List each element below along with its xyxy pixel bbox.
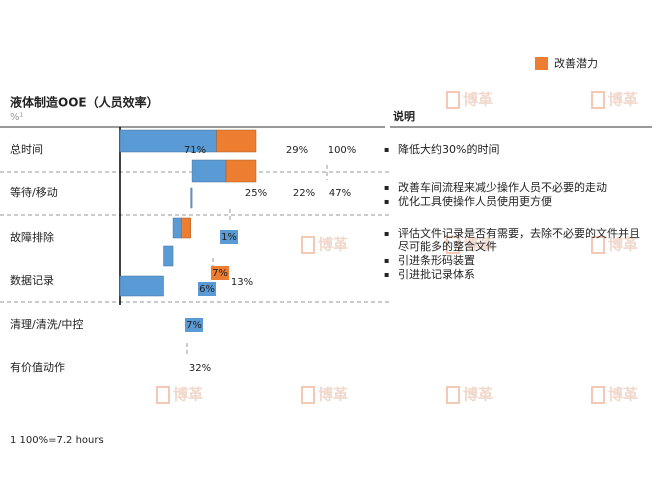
bar xyxy=(216,129,257,153)
bar xyxy=(191,159,227,183)
bar xyxy=(172,217,182,239)
category-label: 等待/移动 xyxy=(10,185,58,199)
watermark-icon xyxy=(591,386,605,404)
data-label: 7% xyxy=(212,268,228,279)
bar xyxy=(119,275,164,297)
watermark-icon xyxy=(301,386,315,404)
label-box xyxy=(185,318,203,332)
note-item: 评估文件记录是否有需要，去除不必要的文件并且尽可能多的整合文件 xyxy=(384,227,648,253)
bar xyxy=(225,159,257,183)
watermark: 博革 xyxy=(463,386,493,404)
note-item: 优化工具使操作人员使用更方便 xyxy=(384,195,648,208)
category-label: 数据记录 xyxy=(10,273,54,287)
label-box xyxy=(211,266,229,280)
watermark-icon xyxy=(301,236,315,254)
watermark-icon xyxy=(446,91,460,109)
note-item: 降低大约30%的时间 xyxy=(384,143,648,156)
watermark-icon xyxy=(446,386,460,404)
category-label: 故障排除 xyxy=(10,230,54,244)
watermark: 博革 xyxy=(318,386,348,404)
legend-label: 改善潜力 xyxy=(554,56,598,70)
bar xyxy=(163,245,174,267)
watermark: 博革 xyxy=(463,91,493,109)
note-item: 引进条形码装置 xyxy=(384,254,648,267)
data-label: 1% xyxy=(221,232,237,243)
bar xyxy=(190,187,193,209)
watermark-icon xyxy=(156,386,170,404)
data-label: 22% xyxy=(293,188,315,199)
data-label: 71% xyxy=(184,145,206,156)
bar xyxy=(180,217,191,239)
category-label: 总时间 xyxy=(10,142,43,156)
watermark: 博革 xyxy=(173,386,203,404)
chart-title: 液体制造OOE（人员效率） xyxy=(10,95,159,110)
notes-title: 说明 xyxy=(393,109,415,123)
note-item: 改善车间流程来减少操作人员不必要的走动 xyxy=(384,181,648,194)
data-label: 13% xyxy=(231,277,253,288)
note-item: 引进批记录体系 xyxy=(384,268,648,281)
data-label: 32% xyxy=(189,363,211,374)
data-label: 25% xyxy=(245,188,267,199)
watermark-icon xyxy=(591,91,605,109)
data-label: 47% xyxy=(329,188,351,199)
footnote: 1 100%=7.2 hours xyxy=(10,435,104,446)
category-label: 有价值动作 xyxy=(10,360,65,374)
watermark: 博革 xyxy=(318,236,348,254)
category-label: 清理/清洗/中控 xyxy=(10,317,83,331)
data-label: 7% xyxy=(186,320,202,331)
data-label: 29% xyxy=(286,145,308,156)
label-box xyxy=(198,282,216,296)
label-box xyxy=(220,230,238,244)
legend-swatch xyxy=(535,57,548,70)
data-label: 100% xyxy=(328,145,357,156)
watermark: 博革 xyxy=(608,386,638,404)
separators xyxy=(0,165,390,355)
watermark: 博革 xyxy=(608,91,638,109)
data-label: 6% xyxy=(199,284,215,295)
chart-subtitle: %¹ xyxy=(10,112,24,123)
